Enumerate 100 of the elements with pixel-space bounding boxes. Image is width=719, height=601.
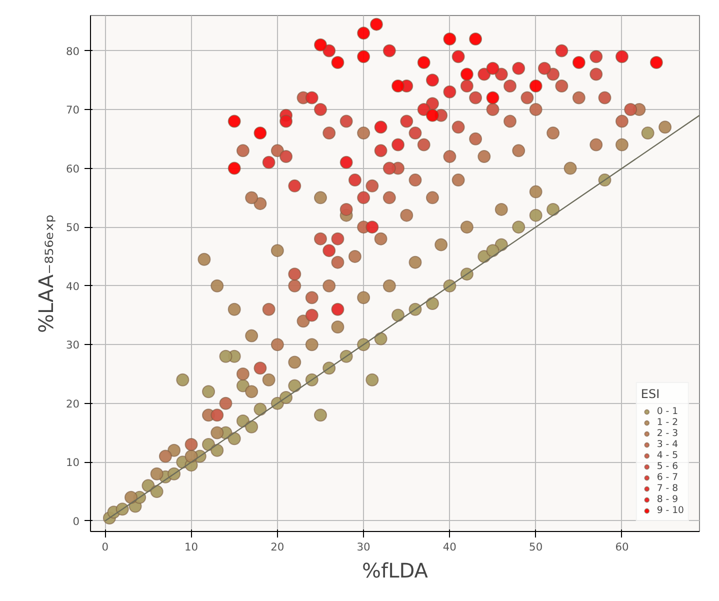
point <box>331 256 344 269</box>
point <box>357 126 370 140</box>
point <box>219 396 232 410</box>
point <box>210 408 224 422</box>
point <box>392 80 405 93</box>
y-tick-label: 40 <box>66 280 80 293</box>
point <box>150 467 164 480</box>
y-tick-label: 80 <box>66 44 80 58</box>
point <box>452 50 465 64</box>
point <box>382 191 396 204</box>
point <box>434 238 448 252</box>
point <box>288 279 302 292</box>
point <box>598 91 612 104</box>
point <box>314 408 327 422</box>
point <box>168 444 181 457</box>
point <box>408 256 422 269</box>
point <box>572 91 586 104</box>
point <box>288 268 302 281</box>
point <box>219 350 232 363</box>
point <box>478 150 491 164</box>
point <box>322 279 336 292</box>
point <box>340 114 353 128</box>
point <box>452 120 465 134</box>
point <box>322 126 336 140</box>
point <box>150 485 164 498</box>
legend-label: 5 - 6 <box>656 461 678 472</box>
point <box>245 329 258 342</box>
point <box>400 114 414 128</box>
point <box>331 302 344 316</box>
point <box>494 202 508 216</box>
y-axis-title: %LAA₋₈₅₆ₑₓₚ <box>34 214 58 333</box>
point <box>443 32 456 46</box>
point <box>494 68 508 81</box>
point <box>357 26 370 40</box>
point <box>184 438 198 452</box>
x-tick-label: 60 <box>615 540 629 554</box>
point <box>486 62 500 75</box>
point <box>641 126 654 140</box>
point <box>615 114 628 128</box>
legend-label: 6 - 7 <box>656 472 678 483</box>
point <box>572 56 586 70</box>
point <box>370 18 383 31</box>
point <box>590 68 603 81</box>
point <box>210 279 224 292</box>
point <box>555 44 568 58</box>
point <box>417 138 430 152</box>
point <box>357 291 370 304</box>
point <box>615 50 628 64</box>
point <box>460 68 474 81</box>
point <box>366 373 379 386</box>
point <box>331 232 344 246</box>
legend-label: 3 - 4 <box>656 439 678 450</box>
point <box>331 56 344 70</box>
point <box>288 379 302 392</box>
point <box>417 103 430 116</box>
point <box>348 250 362 263</box>
point <box>469 132 482 146</box>
point <box>322 244 336 258</box>
point <box>590 138 603 152</box>
x-tick-label: 0 <box>102 540 109 554</box>
point <box>245 420 258 434</box>
point <box>443 150 456 164</box>
point <box>262 302 276 316</box>
legend-label: 8 - 9 <box>656 494 678 505</box>
y-tick-label: 20 <box>66 397 80 410</box>
legend-label: 2 - 3 <box>656 428 678 439</box>
point <box>478 68 491 81</box>
point <box>382 162 396 175</box>
point <box>296 314 310 328</box>
point <box>408 126 422 140</box>
point <box>254 402 267 416</box>
point <box>198 252 211 266</box>
point <box>245 191 258 204</box>
x-axis-title: %fLDA <box>362 558 428 582</box>
point <box>658 120 672 134</box>
point <box>262 156 276 169</box>
point <box>590 50 603 64</box>
point <box>529 208 542 222</box>
point <box>176 373 190 386</box>
point <box>546 126 560 140</box>
point <box>503 114 516 128</box>
point <box>314 103 327 116</box>
point <box>417 56 430 70</box>
point <box>305 308 318 322</box>
legend-label: 4 - 5 <box>656 450 678 461</box>
point <box>555 80 568 93</box>
legend-label: 0 - 1 <box>656 406 678 417</box>
x-tick-label: 30 <box>356 540 371 554</box>
y-tick-label: 50 <box>66 221 80 234</box>
point <box>486 244 500 258</box>
point <box>340 202 353 216</box>
point <box>280 114 293 128</box>
point <box>366 220 379 234</box>
point <box>245 385 258 398</box>
point <box>512 144 526 158</box>
point <box>210 444 224 457</box>
point <box>426 191 439 204</box>
point <box>254 362 267 375</box>
point <box>400 208 414 222</box>
point <box>348 174 362 187</box>
